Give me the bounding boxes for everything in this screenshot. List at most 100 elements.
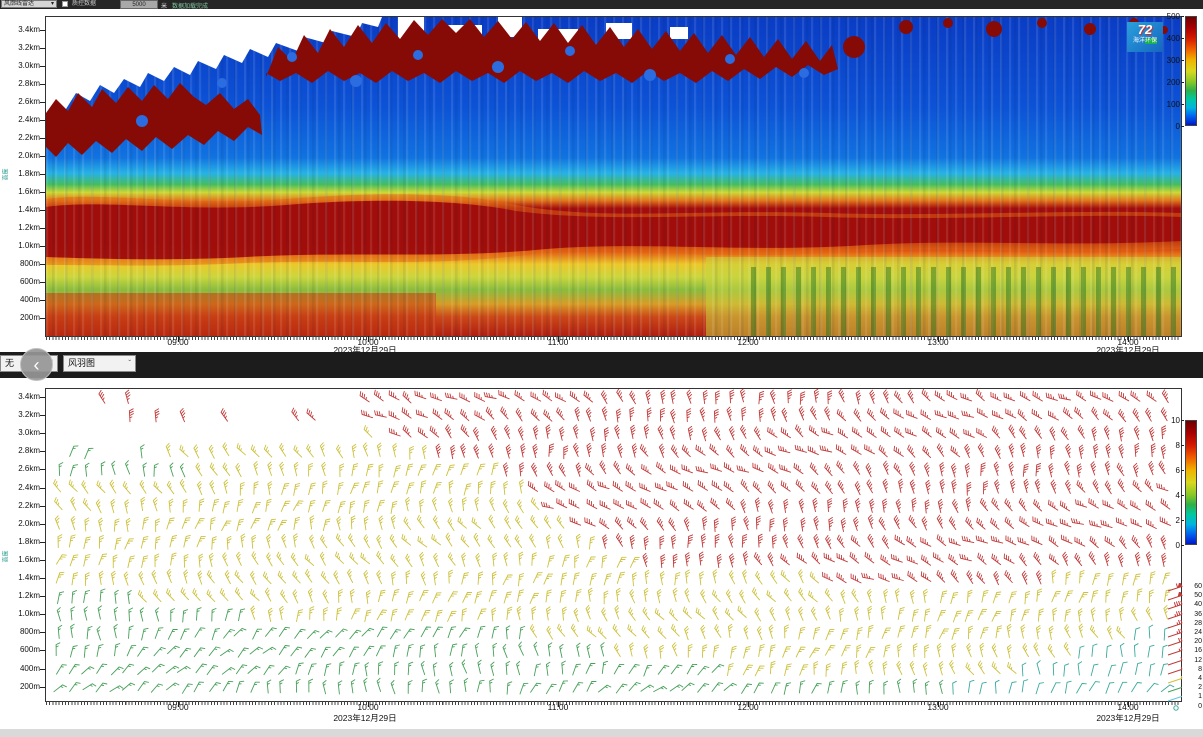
bottom-y-tick-label: 2.2km [18,500,40,510]
top-y-tick-label: 2.2km [18,133,40,142]
top-y-tick [40,300,45,301]
top-y-tick [40,192,45,193]
status-text: 数据加载完成 [172,4,209,10]
bottom-colorbar-tick [1181,445,1184,446]
top-y-tick [40,156,45,157]
top-y-tick-label: 1.8km [18,169,40,178]
top-y-tick [40,138,45,139]
top-y-tick-label: 1.6km [18,187,40,196]
bottom-y-tick [40,397,45,398]
bottom-y-tick-label: 400m [19,663,40,673]
top-x-tick-label: 14:00 [1117,337,1139,347]
legend-value-label: 1 [1198,693,1202,701]
top-y-tick [40,174,45,175]
legend-barb-icon [1167,619,1183,629]
legend-barb-icon [1167,647,1183,656]
top-colorbar-tick-label: 100 [1166,100,1180,109]
bottom-y-tick-label: 3.4km [18,392,40,401]
bottom-y-tick [40,686,45,688]
bottom-colorbar-tick-label: 6 [1175,466,1180,475]
top-toolbar: 风廓线雷达 ▾ 质控数据 5000 米 数据加载完成 [0,0,1203,10]
top-x-tick-label: 12:00 [737,337,759,347]
bottom-colorbar-tick [1181,495,1184,496]
chart-type-select-value: 风羽图 [68,358,96,368]
wind-barb-field [53,389,1175,695]
bottom-colorbar-tick-label: 10 [1171,416,1180,425]
top-y-tick [40,282,45,283]
brand-logo: 72 海洋环保 [1127,22,1163,52]
legend-barb-icon [1167,629,1183,638]
height-limit-button[interactable]: 5000 [120,0,158,9]
quality-checkbox[interactable] [62,1,68,7]
legend-value-label: 24 [1194,629,1202,636]
bottom-colorbar-tick [1181,520,1184,521]
top-colorbar-tick-label: 300 [1166,56,1180,65]
top-colorbar-tick [1181,60,1184,61]
top-y-tick-label: 600m [19,277,40,286]
top-y-tick-label: 3.0km [18,61,40,70]
top-y-tick [40,102,45,103]
legend-value-label: 50 [1194,592,1202,600]
bottom-x-tick [1128,701,1129,707]
bottom-x-tick-label: 09:00 [167,702,189,712]
legend-barb-icon [1167,666,1183,675]
bottom-x-tick [748,701,749,707]
device-select-value: 风廓线雷达 [4,1,35,7]
back-button[interactable]: ‹ [20,348,53,381]
bottom-y-tick [40,559,45,561]
bottom-y-tick [40,650,45,652]
bottom-x-tick-label: 14:00 [1117,702,1139,712]
bottom-y-tick [40,541,45,543]
top-colorbar-tick [1181,126,1184,127]
bottom-y-tick-label: 1.2km [18,591,40,601]
bottom-y-tick-label: 3.0km [18,428,40,438]
bottom-date-right: 2023年12月29日 [1096,713,1160,723]
top-x-tick-label: 10:00 [357,337,379,347]
chart-type-select[interactable]: 风羽图 ˇ [63,355,136,372]
bottom-x-tick-label: 10:00 [357,702,379,712]
top-colorbar-tick [1181,82,1184,83]
overlay-select-value: 无 [5,358,15,368]
top-y-tick-label: 3.4km [18,25,40,34]
bottom-y-tick [40,668,45,670]
bottom-y-tick [40,415,45,417]
top-y-tick-label: 2.4km [18,115,40,124]
wind-barbs-teal [952,624,1175,695]
legend-barb-icon [1167,583,1183,592]
window-bottom-edge [0,729,1203,737]
device-select[interactable]: 风廓线雷达 ▾ [1,0,57,8]
wind-barbs-red [98,389,1171,586]
top-y-tick-label: 2.0km [18,151,40,160]
bottom-y-tick [40,469,45,471]
quality-checkbox-label: 质控数据 [72,1,97,7]
top-y-tick-label: 3.2km [18,43,40,52]
bottom-x-tick [938,701,939,707]
top-colorbar-tick-label: 0 [1175,122,1180,131]
bottom-colorbar-tick-label: 8 [1175,441,1180,450]
bottom-colorbar-tick [1181,470,1184,471]
wind-barb-plot-area [45,388,1182,702]
bottom-y-tick [40,451,45,453]
bottom-x-minor-ticks [46,701,1180,705]
bottom-y-tick-label: 2.8km [18,446,40,456]
top-x-minor-ticks [46,336,1180,340]
top-x-tick-label: 13:00 [927,337,949,347]
top-colorbar-tick [1181,16,1184,17]
top-x-tick [558,336,559,342]
top-date-right: 2023年12月29日 [1096,345,1160,355]
bottom-x-tick [558,701,559,707]
bottom-y-tick-label: 1.4km [18,573,40,582]
top-y-tick [40,318,45,319]
legend-barb-icon [1173,704,1179,711]
heatmap-plot-area [45,16,1182,337]
legend-barb-icon [1167,601,1183,610]
top-x-tick [178,336,179,342]
bottom-y-tick-label: 2.0km [18,518,40,528]
bottom-y-tick-label: 600m [19,645,40,655]
top-date-left: 2023年12月29日 [333,345,397,355]
bottom-y-tick-label: 200m [19,681,40,691]
bottom-y-tick-label: 3.2km [18,410,40,420]
legend-value-label: 20 [1194,638,1202,646]
bottom-y-tick [40,578,45,579]
